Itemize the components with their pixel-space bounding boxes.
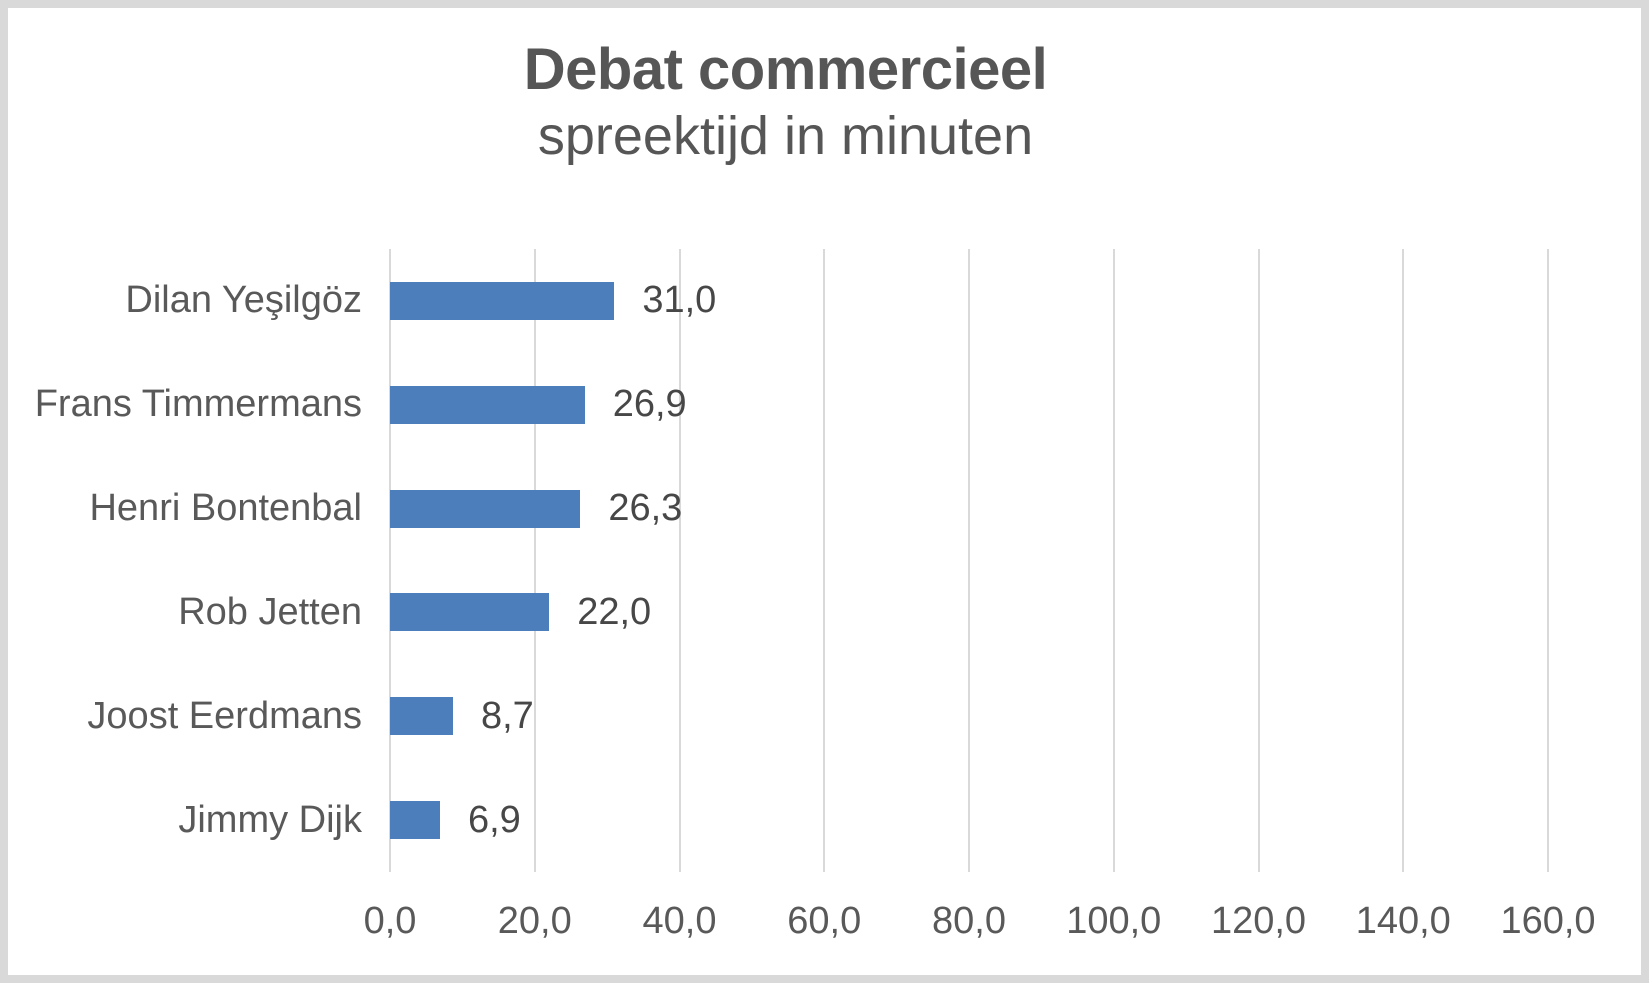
value-label: 8,7	[480, 694, 534, 737]
gridline	[823, 249, 826, 872]
value-label: 22,0	[577, 590, 652, 633]
bar-row: 8,7	[390, 664, 1548, 768]
value-label: 6,9	[467, 798, 521, 841]
x-axis-tick-label: 80,0	[932, 900, 1006, 942]
category-label: Frans Timmermans	[34, 383, 362, 426]
category-label: Rob Jetten	[178, 590, 362, 633]
value-label: 26,3	[608, 487, 683, 530]
bar	[390, 697, 453, 736]
gridline	[1402, 249, 1405, 872]
category-label: Dilan Yeşilgöz	[125, 279, 362, 322]
x-axis: 0,0 20,0 40,0 60,0 80,0 100,0 120,0 140,…	[364, 900, 1596, 952]
chart-subtitle: spreektijd in minuten	[537, 106, 1034, 166]
bar	[390, 489, 581, 528]
gridline	[533, 249, 536, 872]
x-axis-tick-label: 160,0	[1500, 900, 1596, 942]
gridline	[678, 249, 681, 872]
category-label: Henri Bontenbal	[89, 487, 362, 530]
x-axis-tick-label: 60,0	[787, 900, 862, 942]
x-axis-tick-label: 40,0	[642, 900, 717, 942]
gridline	[1547, 249, 1549, 872]
bar-row: 22,0	[390, 560, 1548, 664]
x-axis-tick-label: 120,0	[1210, 900, 1307, 942]
gridlines	[389, 249, 1549, 872]
value-label: 31,0	[642, 279, 717, 322]
chart-body: Dilan Yeşilgöz Frans Timmermans Henri Bo…	[8, 249, 1596, 942]
bar-row: 26,3	[390, 457, 1548, 561]
category-label: Jimmy Dijk	[178, 798, 362, 841]
plot-area: 31,0 26,9 26,3 22,0 8,7	[389, 249, 1549, 872]
bar-row: 31,0	[390, 249, 1548, 353]
gridline	[968, 249, 970, 872]
bar	[390, 385, 585, 424]
bar	[390, 593, 550, 632]
bar-series: 31,0 26,9 26,3 22,0 8,7	[390, 249, 1548, 872]
x-axis-tick-label: 0,0	[363, 900, 417, 942]
category-label: Joost Eerdmans	[87, 694, 362, 737]
x-axis-tick-label: 20,0	[497, 900, 572, 942]
chart-header: Debat commercieel spreektijd in minuten	[8, 36, 1641, 168]
chart-title: Debat commercieel	[523, 37, 1048, 102]
gridline	[389, 249, 391, 872]
category-axis: Dilan Yeşilgöz Frans Timmermans Henri Bo…	[8, 249, 362, 872]
gridline	[1112, 249, 1115, 872]
value-label: 26,9	[612, 383, 687, 426]
gridline	[1257, 249, 1260, 872]
bar-row: 6,9	[390, 768, 1548, 872]
bar-row: 26,9	[390, 353, 1548, 457]
bar	[390, 281, 615, 320]
x-axis-tick-label: 100,0	[1066, 900, 1162, 942]
x-axis-tick-label: 140,0	[1355, 900, 1451, 942]
bar	[390, 801, 440, 840]
